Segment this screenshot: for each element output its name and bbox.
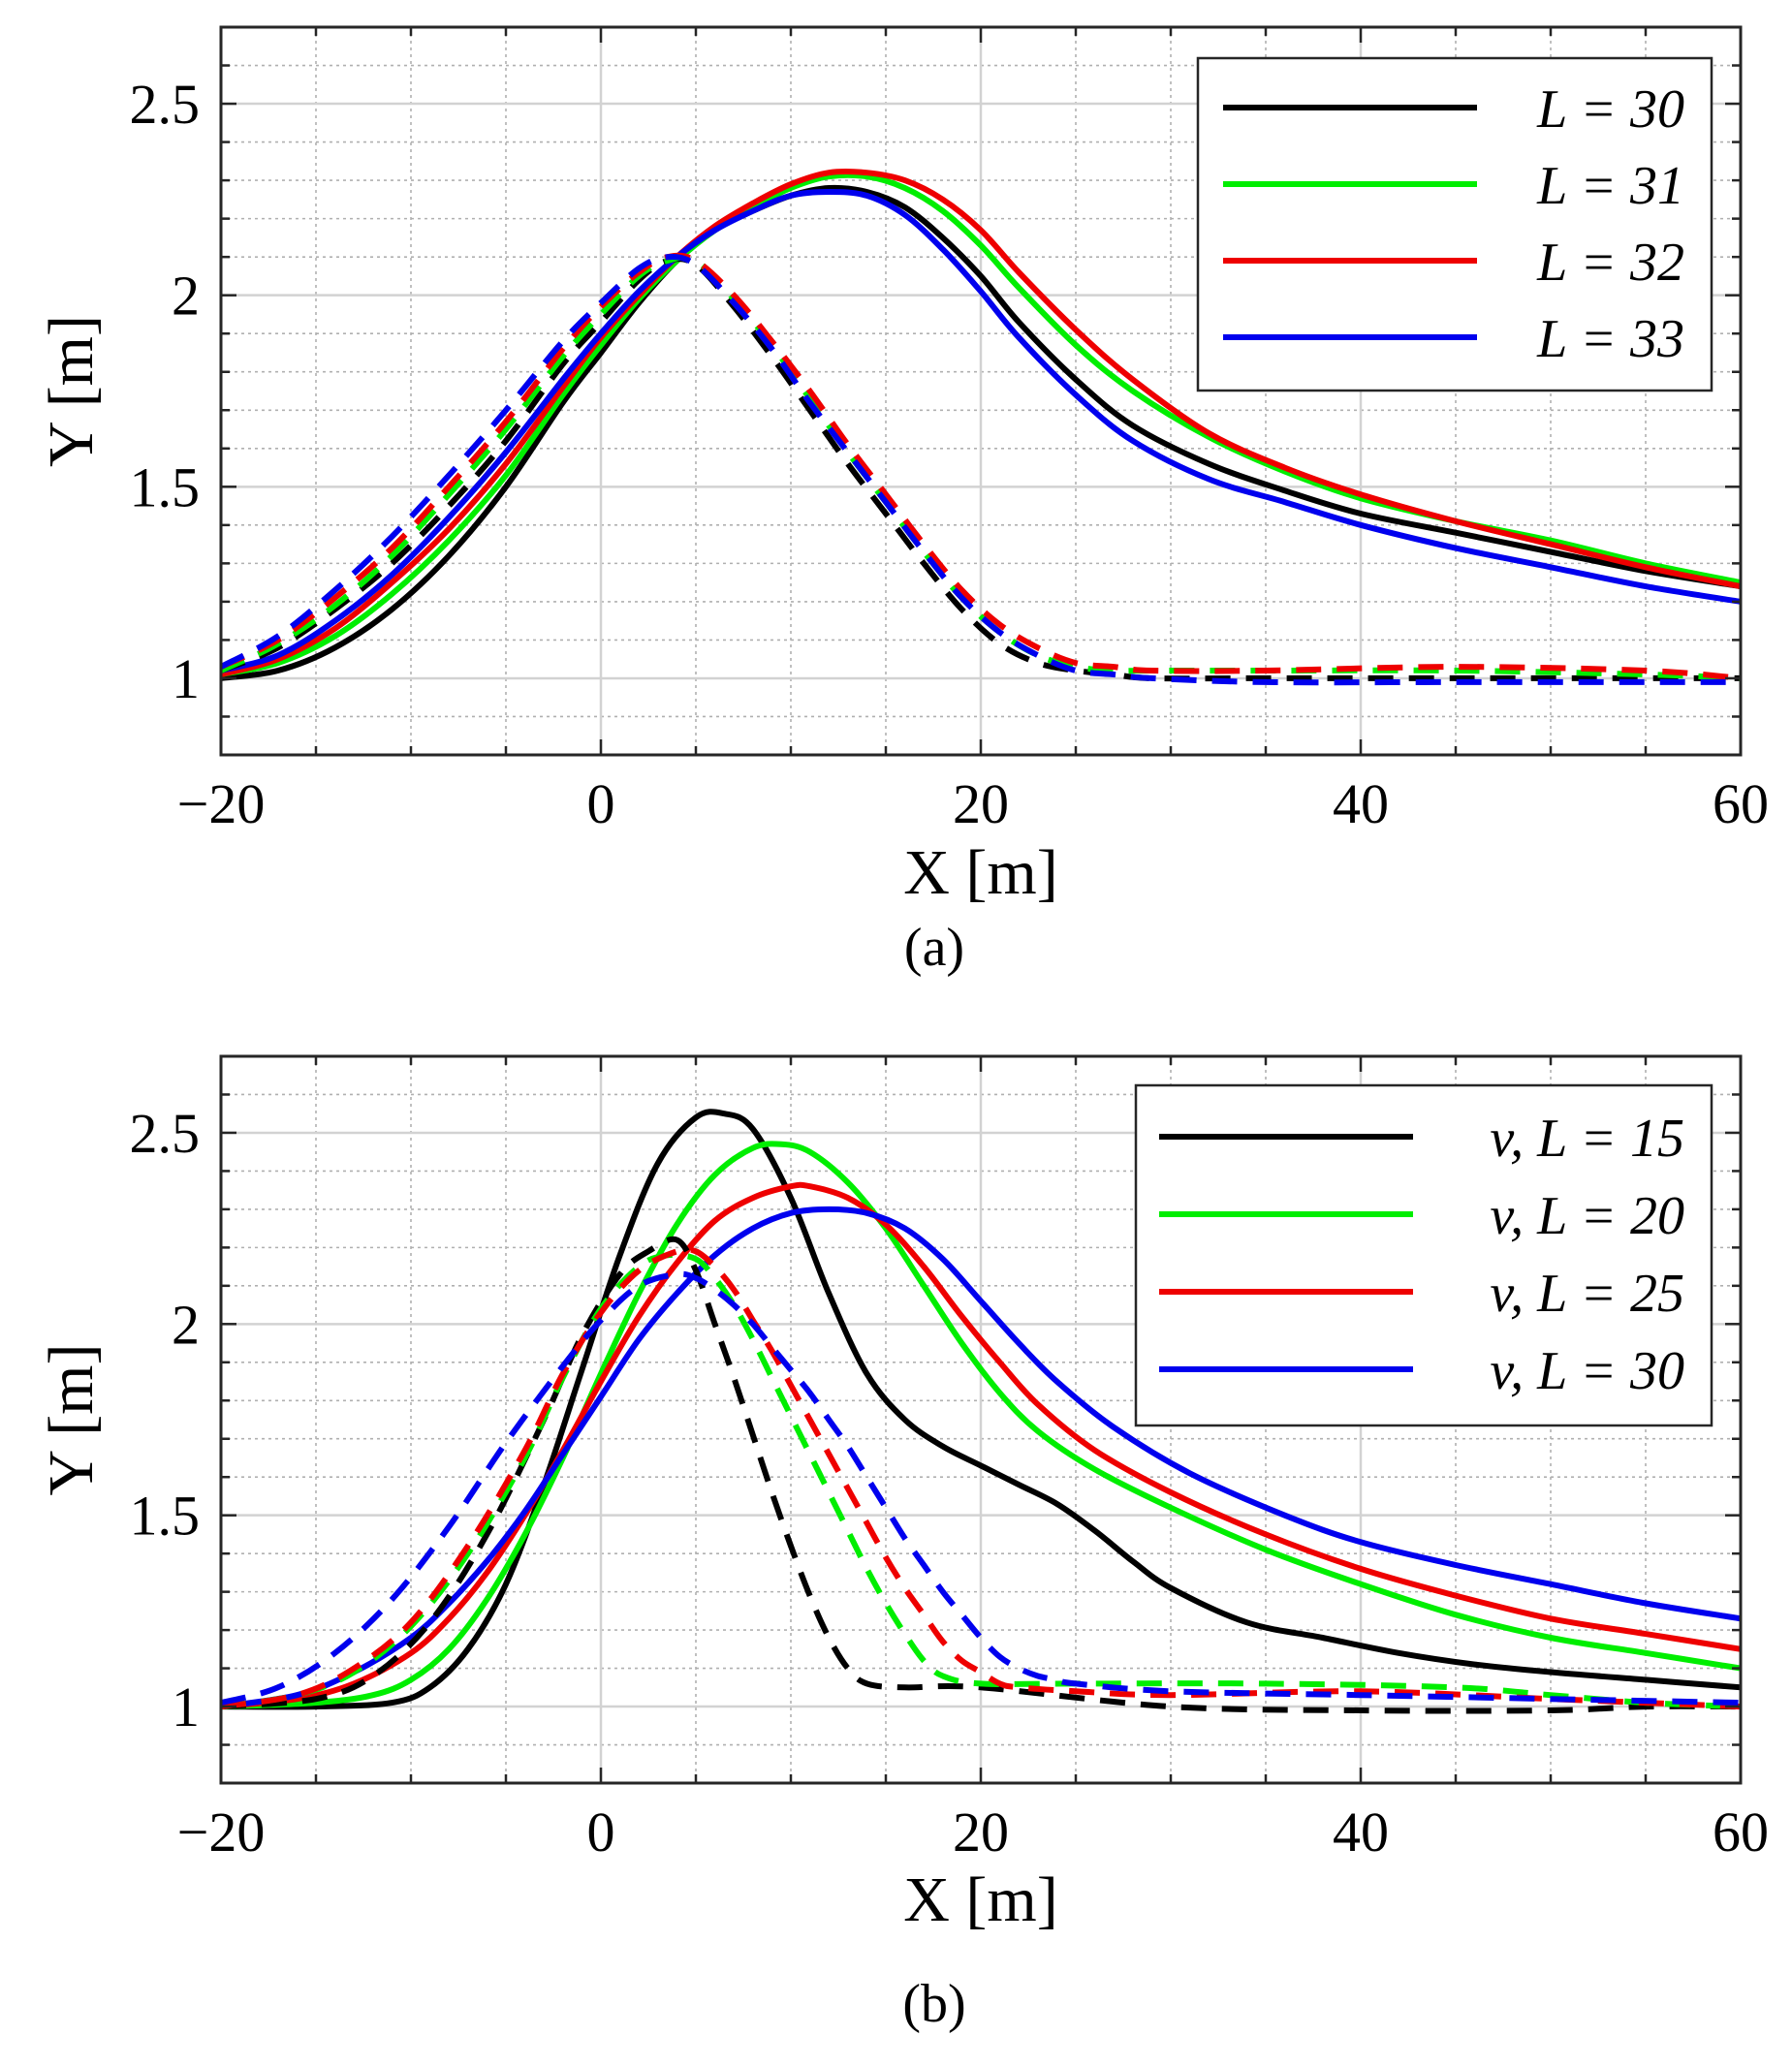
legend-entry: v, L = 20 — [1490, 1186, 1684, 1246]
x-axis-label: X [m] — [903, 837, 1057, 908]
series-group — [221, 1109, 1741, 1714]
x-tick-label: 20 — [953, 1801, 1009, 1863]
panel-caption: (b) — [902, 1974, 965, 2034]
panel-b: −20 0 20 40 60 1 1.5 2 2.5 X [m] Y [m] (b) v, L = 15… — [36, 1054, 1769, 2034]
y-tick-label: 2.5 — [130, 1102, 201, 1165]
series-line-v-l-25 — [221, 1181, 1741, 1710]
series-group — [221, 168, 1741, 686]
series-line-v-l-20-dashed- — [221, 1251, 1741, 1710]
x-tick-label: 40 — [1333, 1801, 1389, 1863]
legend-entry: L = 30 — [1536, 79, 1684, 140]
legend-entry: v, L = 30 — [1490, 1341, 1684, 1401]
x-tick-label: 0 — [587, 772, 615, 835]
legend-entry: L = 33 — [1536, 309, 1684, 369]
y-axis-label: Y [m] — [36, 315, 107, 467]
y-tick-label: 2.5 — [130, 73, 201, 136]
x-tick-label: 40 — [1333, 772, 1389, 835]
series-line-v-l-25-dashed- — [221, 1246, 1741, 1710]
ticks — [219, 1054, 1743, 1785]
y-tick-label: 1.5 — [130, 1485, 201, 1548]
y-tick-label: 1 — [172, 1676, 200, 1738]
series-line-v-l-15-dashed- — [221, 1236, 1741, 1714]
panel-caption: (a) — [904, 918, 964, 978]
series-line-l-30 — [221, 184, 1741, 681]
legend: L = 30 L = 31 L = 32 L = 33 — [1196, 56, 1713, 392]
y-axis-label: Y [m] — [36, 1343, 107, 1495]
legend-entry: L = 31 — [1536, 156, 1684, 216]
series-line-v-l-30 — [221, 1206, 1741, 1710]
legend: v, L = 15 v, L = 20 v, L = 25 v, L = 30 — [1134, 1083, 1713, 1427]
y-tick-label: 1.5 — [130, 455, 201, 518]
series-line-v-l-30-dashed- — [221, 1270, 1741, 1707]
x-tick-label: −20 — [177, 1801, 266, 1863]
legend-entry: v, L = 15 — [1490, 1109, 1684, 1169]
legend-entry: v, L = 25 — [1490, 1264, 1684, 1324]
y-tick-label: 1 — [172, 647, 200, 710]
series-line-l-33 — [221, 189, 1741, 673]
x-tick-label: 60 — [1713, 772, 1769, 835]
x-axis-label: X [m] — [903, 1864, 1057, 1935]
x-tick-label: 20 — [953, 772, 1009, 835]
series-line-l-33-dashed- — [221, 254, 1741, 686]
ticks — [219, 25, 1743, 757]
x-tick-label: 0 — [587, 1801, 615, 1863]
x-tick-label: −20 — [177, 772, 266, 835]
x-tick-label: 60 — [1713, 1801, 1769, 1863]
series-line-l-31 — [221, 172, 1741, 677]
series-line-v-l-15 — [221, 1109, 1741, 1710]
y-tick-label: 2 — [172, 1293, 200, 1356]
y-tick-label: 2 — [172, 265, 200, 328]
series-line-v-l-20 — [221, 1141, 1741, 1710]
series-line-l-32 — [221, 168, 1741, 677]
legend-entry: L = 32 — [1536, 233, 1684, 293]
